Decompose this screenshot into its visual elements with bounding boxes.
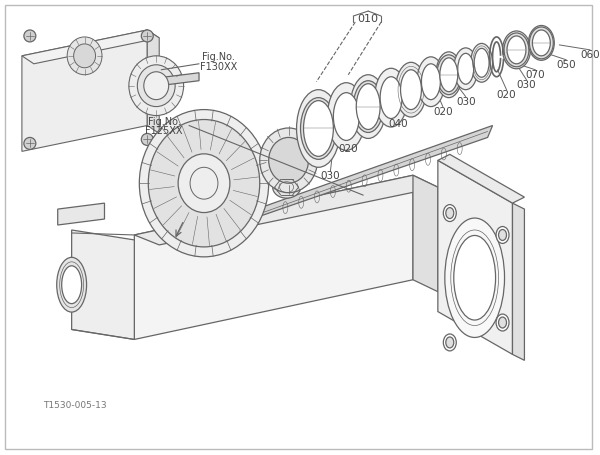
Ellipse shape (507, 37, 526, 65)
Ellipse shape (137, 66, 175, 107)
Ellipse shape (296, 91, 340, 168)
Polygon shape (438, 161, 512, 354)
Ellipse shape (350, 76, 386, 139)
Polygon shape (134, 176, 438, 245)
Polygon shape (413, 176, 438, 292)
Ellipse shape (504, 34, 529, 68)
Ellipse shape (129, 57, 184, 116)
Text: 050: 050 (556, 60, 576, 70)
Ellipse shape (144, 73, 169, 101)
FancyBboxPatch shape (5, 6, 592, 449)
Text: F130XX: F130XX (200, 62, 238, 71)
Ellipse shape (532, 31, 550, 57)
Circle shape (24, 31, 36, 43)
Text: 020: 020 (433, 106, 452, 116)
Ellipse shape (454, 236, 496, 320)
Text: Fig.No.: Fig.No. (202, 52, 235, 62)
Ellipse shape (496, 227, 509, 244)
Ellipse shape (304, 101, 334, 157)
Ellipse shape (353, 81, 383, 133)
Text: 030: 030 (320, 171, 340, 181)
Ellipse shape (417, 58, 445, 107)
Ellipse shape (380, 77, 402, 119)
Ellipse shape (445, 218, 505, 338)
Polygon shape (22, 31, 147, 152)
Polygon shape (22, 31, 159, 65)
Polygon shape (249, 126, 493, 221)
Text: 070: 070 (526, 70, 545, 80)
Ellipse shape (62, 266, 82, 304)
Ellipse shape (499, 230, 506, 241)
Ellipse shape (272, 177, 301, 199)
Polygon shape (159, 74, 199, 86)
Polygon shape (134, 176, 413, 340)
Text: 010: 010 (358, 14, 379, 24)
Ellipse shape (178, 155, 230, 213)
Ellipse shape (148, 120, 260, 248)
Polygon shape (227, 186, 257, 213)
Ellipse shape (269, 138, 308, 184)
Circle shape (142, 31, 153, 43)
Ellipse shape (260, 129, 317, 193)
Ellipse shape (395, 63, 427, 118)
Text: 030: 030 (517, 80, 536, 90)
Polygon shape (147, 31, 159, 134)
Ellipse shape (57, 258, 86, 313)
Polygon shape (71, 231, 134, 340)
Ellipse shape (458, 54, 473, 85)
Ellipse shape (139, 110, 269, 257)
Ellipse shape (67, 38, 102, 76)
Circle shape (24, 138, 36, 150)
Ellipse shape (374, 69, 407, 128)
Ellipse shape (443, 334, 456, 351)
Polygon shape (512, 204, 524, 360)
Ellipse shape (529, 26, 554, 61)
Text: 020: 020 (338, 144, 358, 154)
Ellipse shape (499, 317, 506, 329)
Text: F125XX: F125XX (145, 126, 183, 136)
Ellipse shape (356, 85, 380, 130)
Text: 020: 020 (497, 90, 517, 100)
Ellipse shape (437, 56, 461, 96)
Text: 060: 060 (580, 50, 600, 60)
Polygon shape (438, 155, 524, 204)
Ellipse shape (496, 314, 509, 331)
Ellipse shape (334, 93, 359, 141)
Ellipse shape (440, 59, 458, 92)
Ellipse shape (436, 53, 462, 98)
Polygon shape (58, 204, 104, 226)
Ellipse shape (421, 65, 440, 101)
Ellipse shape (401, 71, 421, 110)
Ellipse shape (529, 28, 553, 60)
Ellipse shape (443, 205, 456, 222)
Ellipse shape (474, 49, 489, 78)
Text: 040: 040 (388, 118, 408, 128)
Ellipse shape (328, 84, 365, 151)
Text: T1530-005-13: T1530-005-13 (43, 400, 106, 409)
Text: Fig.No.: Fig.No. (148, 116, 181, 126)
Ellipse shape (503, 32, 530, 70)
Ellipse shape (74, 45, 95, 69)
Ellipse shape (454, 49, 478, 91)
Circle shape (142, 134, 153, 146)
Ellipse shape (301, 98, 337, 160)
Text: 030: 030 (456, 96, 476, 106)
Ellipse shape (446, 337, 454, 348)
Ellipse shape (446, 208, 454, 219)
Ellipse shape (470, 44, 493, 83)
